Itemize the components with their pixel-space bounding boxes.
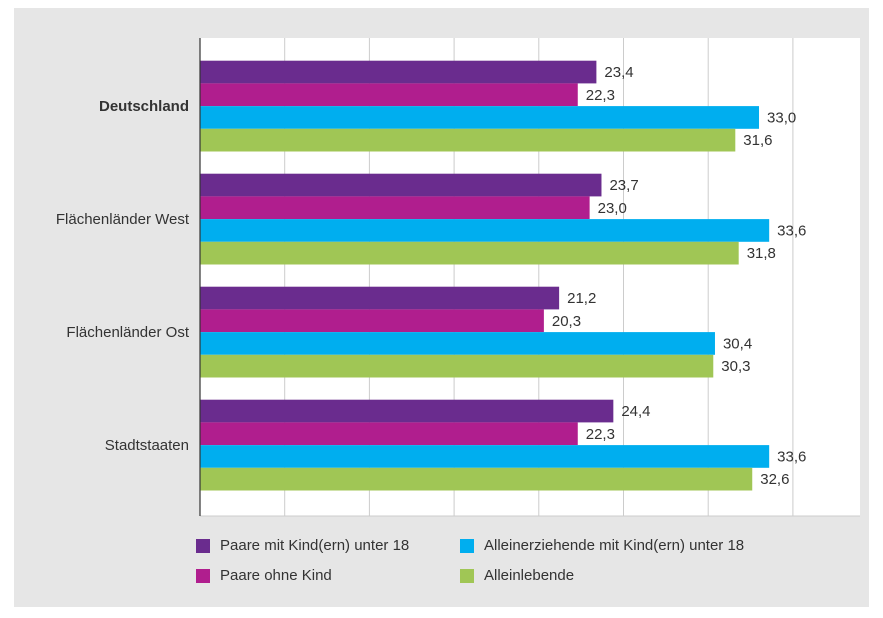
bar xyxy=(200,60,597,84)
category-label: Flächenländer Ost xyxy=(66,324,189,341)
bar-value-label: 30,3 xyxy=(721,358,750,375)
legend-swatch-paare-mit-kind xyxy=(196,538,210,553)
bar xyxy=(200,422,578,446)
chart-legend: Paare mit Kind(ern) unter 18 Paare ohne … xyxy=(196,537,836,597)
legend-swatch-alleinerziehende xyxy=(460,538,474,553)
bar-chart: 23,422,333,031,6Deutschland23,723,033,63… xyxy=(56,38,860,517)
bar-value-label: 30,4 xyxy=(723,335,752,352)
bar xyxy=(200,241,739,265)
legend-swatch-alleinlebende xyxy=(460,568,474,583)
bar xyxy=(200,219,770,242)
bar xyxy=(200,196,590,220)
bar xyxy=(200,106,760,129)
bar-value-label: 22,3 xyxy=(586,426,615,443)
bar-value-label: 33,6 xyxy=(777,448,806,465)
legend-label-alleinerziehende: Alleinerziehende mit Kind(ern) unter 18 xyxy=(484,537,745,554)
category-label: Flächenländer West xyxy=(56,211,190,228)
category-label: Stadtstaaten xyxy=(105,437,189,454)
bar-value-label: 23,0 xyxy=(598,200,627,217)
chart-panel: 23,4 22,3 33,0 31,6 Deutschland 23,7 23,0 33,6 3… xyxy=(14,8,869,607)
bar-value-label: 20,3 xyxy=(552,313,581,330)
bar xyxy=(200,128,736,152)
bar-value-label: 23,7 xyxy=(609,177,638,194)
legend-item-alleinerziehende: Alleinerziehende mit Kind(ern) unter 18 xyxy=(460,537,744,554)
legend-swatch-paare-ohne-kind xyxy=(196,568,210,583)
bar xyxy=(200,286,560,310)
legend-label-alleinlebende: Alleinlebende xyxy=(484,567,575,584)
legend-label-paare-mit-kind: Paare mit Kind(ern) unter 18 xyxy=(220,537,410,554)
legend-label-paare-ohne-kind: Paare ohne Kind xyxy=(220,567,332,584)
bar xyxy=(200,399,614,423)
bar xyxy=(200,445,770,468)
bar-value-label: 32,6 xyxy=(760,471,789,488)
bar xyxy=(200,309,544,333)
bar-value-label: 23,4 xyxy=(604,64,633,81)
legend-item-alleinlebende: Alleinlebende xyxy=(460,567,574,584)
bar-value-label: 33,6 xyxy=(777,222,806,239)
bar-value-label: 33,0 xyxy=(767,109,796,126)
bar xyxy=(200,332,715,355)
category-label: Deutschland xyxy=(99,98,189,115)
bar-value-label: 21,2 xyxy=(567,290,596,307)
legend-item-paare-ohne-kind: Paare ohne Kind xyxy=(196,567,332,584)
bar xyxy=(200,83,578,107)
bar-value-label: 31,6 xyxy=(743,132,772,149)
bar-value-label: 22,3 xyxy=(586,87,615,104)
bar xyxy=(200,467,753,491)
bar xyxy=(200,354,714,378)
bar-value-label: 31,8 xyxy=(747,245,776,262)
bar-value-label: 24,4 xyxy=(621,403,650,420)
legend-item-paare-mit-kind: Paare mit Kind(ern) unter 18 xyxy=(196,537,409,554)
bar xyxy=(200,173,602,197)
